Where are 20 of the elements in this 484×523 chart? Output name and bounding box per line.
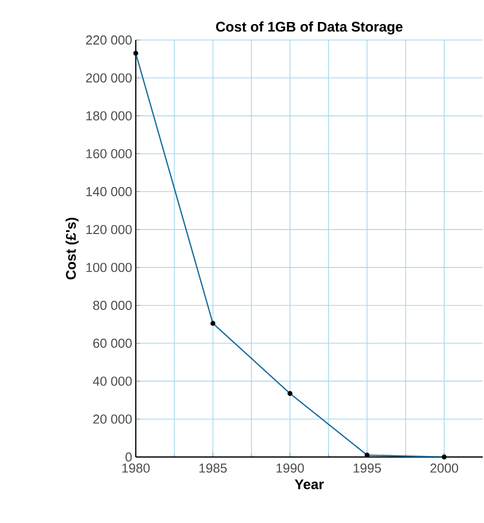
y-tick-label: 140 000 [86, 187, 132, 196]
y-axis-title: Cost (£'s) [66, 218, 79, 280]
y-tick-label: 20 000 [93, 414, 132, 424]
x-tick-label: 1990 [276, 464, 304, 473]
y-tick-label: 160 000 [86, 149, 132, 158]
y-tick-label: 40 000 [93, 376, 132, 386]
x-tick-label: 2000 [430, 464, 458, 473]
x-tick-label: 1980 [122, 464, 150, 473]
y-tick-label: 220 000 [86, 35, 132, 45]
y-tick-label: 0 [126, 452, 132, 462]
y-tick-label: 80 000 [93, 300, 132, 310]
x-tick-label: 1985 [200, 464, 227, 473]
chart-title: Cost of 1GB of Data Storage [216, 21, 403, 34]
y-tick-label: 200 000 [86, 73, 132, 82]
x-axis-title: Year [294, 480, 324, 490]
y-tick-label: 120 000 [86, 224, 132, 234]
x-tick-label: 1995 [354, 464, 382, 473]
y-tick-label: 60 000 [93, 338, 132, 348]
y-tick-label: 100 000 [86, 262, 132, 272]
y-tick-label: 180 000 [86, 111, 132, 120]
